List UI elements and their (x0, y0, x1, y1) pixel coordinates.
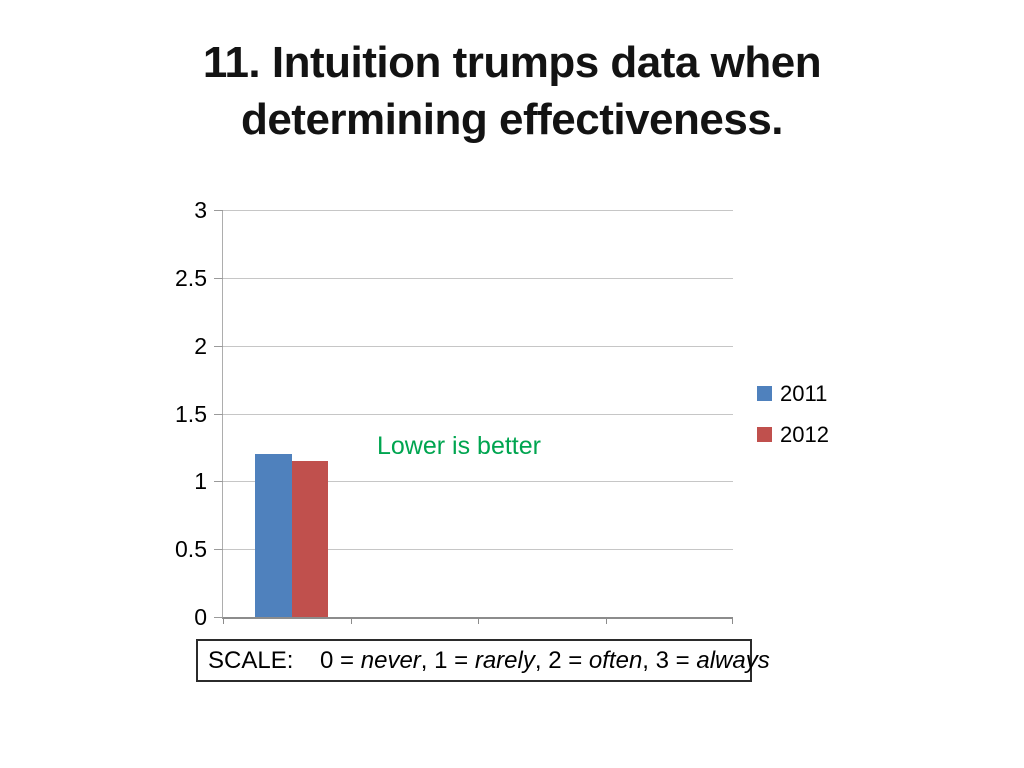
x-axis-tick (732, 617, 733, 624)
y-axis-labels: 3 2.5 2 1.5 1 0.5 0 (130, 197, 207, 630)
scale-note-text: SCALE: 0 = never, 1 = rarely, 2 = often,… (208, 647, 770, 675)
chart-annotation: Lower is better (377, 432, 541, 460)
gridline (223, 346, 733, 347)
x-axis-tick (351, 617, 352, 624)
y-axis-tick-label: 0.5 (175, 536, 207, 562)
bar-2011 (255, 454, 292, 617)
scale-term: often (588, 646, 643, 674)
bar-2012 (292, 461, 328, 617)
chart-legend: 2011 2012 (757, 381, 829, 447)
y-axis-tick-label: 3 (194, 197, 207, 223)
scale-plain-text: , 1 = (420, 646, 475, 674)
scale-plain-text: , 2 = (534, 646, 589, 674)
x-axis-tick (223, 617, 224, 624)
y-axis-tick (214, 549, 223, 550)
scale-plain-text: , 3 = (642, 646, 697, 674)
y-axis-tick-label: 2.5 (175, 265, 207, 291)
y-axis-tick-label: 0 (194, 604, 207, 630)
y-axis-tick (214, 481, 223, 482)
gridline (223, 210, 733, 211)
scale-note-box: SCALE: 0 = never, 1 = rarely, 2 = often,… (196, 639, 770, 682)
gridline (223, 549, 733, 550)
slide-title-line2: determining effectiveness. (240, 95, 784, 145)
scale-term: always (696, 646, 770, 674)
x-axis-tick (606, 617, 607, 624)
scale-term: never (360, 646, 421, 674)
legend-item-2011: 2011 (757, 381, 829, 406)
slide-title: 11. Intuition trumps data when determini… (0, 34, 1024, 148)
legend-swatch-icon (757, 427, 772, 442)
scale-plain-text: SCALE: 0 = (208, 646, 361, 674)
gridline (223, 481, 733, 482)
y-axis-tick (214, 414, 223, 415)
y-axis-tick-label: 1.5 (175, 401, 207, 427)
legend-label: 2012 (780, 421, 829, 447)
legend-item-2012: 2012 (757, 422, 829, 447)
y-axis-tick (214, 346, 223, 347)
slide-title-line1: 11. Intuition trumps data when (202, 38, 822, 87)
y-axis-tick (214, 210, 223, 211)
y-axis-tick (214, 617, 223, 618)
legend-swatch-icon (757, 386, 772, 401)
x-axis-tick (478, 617, 479, 624)
legend-label: 2011 (780, 380, 828, 406)
scale-term: rarely (474, 646, 535, 674)
plot-area (214, 210, 733, 624)
gridline (223, 414, 733, 415)
y-axis-tick-label: 2 (194, 333, 207, 359)
gridline (223, 278, 733, 279)
y-axis-tick-label: 1 (194, 468, 207, 494)
y-axis-tick (214, 278, 223, 279)
